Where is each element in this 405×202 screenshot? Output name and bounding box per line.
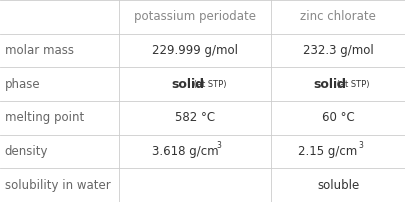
Text: 3: 3 (359, 141, 364, 150)
Text: 3.618 g/cm: 3.618 g/cm (152, 145, 219, 158)
Text: solid: solid (171, 78, 204, 91)
Text: potassium periodate: potassium periodate (134, 10, 256, 23)
Text: density: density (5, 145, 48, 158)
Text: phase: phase (5, 78, 40, 91)
Text: melting point: melting point (5, 111, 84, 124)
Text: solubility in water: solubility in water (5, 179, 111, 192)
Text: 229.999 g/mol: 229.999 g/mol (152, 44, 239, 57)
Text: zinc chlorate: zinc chlorate (300, 10, 376, 23)
Text: (at STP): (at STP) (334, 80, 370, 89)
Text: solid: solid (314, 78, 347, 91)
Text: 2.15 g/cm: 2.15 g/cm (298, 145, 358, 158)
Text: 3: 3 (216, 141, 221, 150)
Text: 582 °C: 582 °C (175, 111, 215, 124)
Text: (at STP): (at STP) (191, 80, 227, 89)
Text: 60 °C: 60 °C (322, 111, 354, 124)
Text: soluble: soluble (317, 179, 359, 192)
Text: molar mass: molar mass (5, 44, 74, 57)
Text: 232.3 g/mol: 232.3 g/mol (303, 44, 373, 57)
